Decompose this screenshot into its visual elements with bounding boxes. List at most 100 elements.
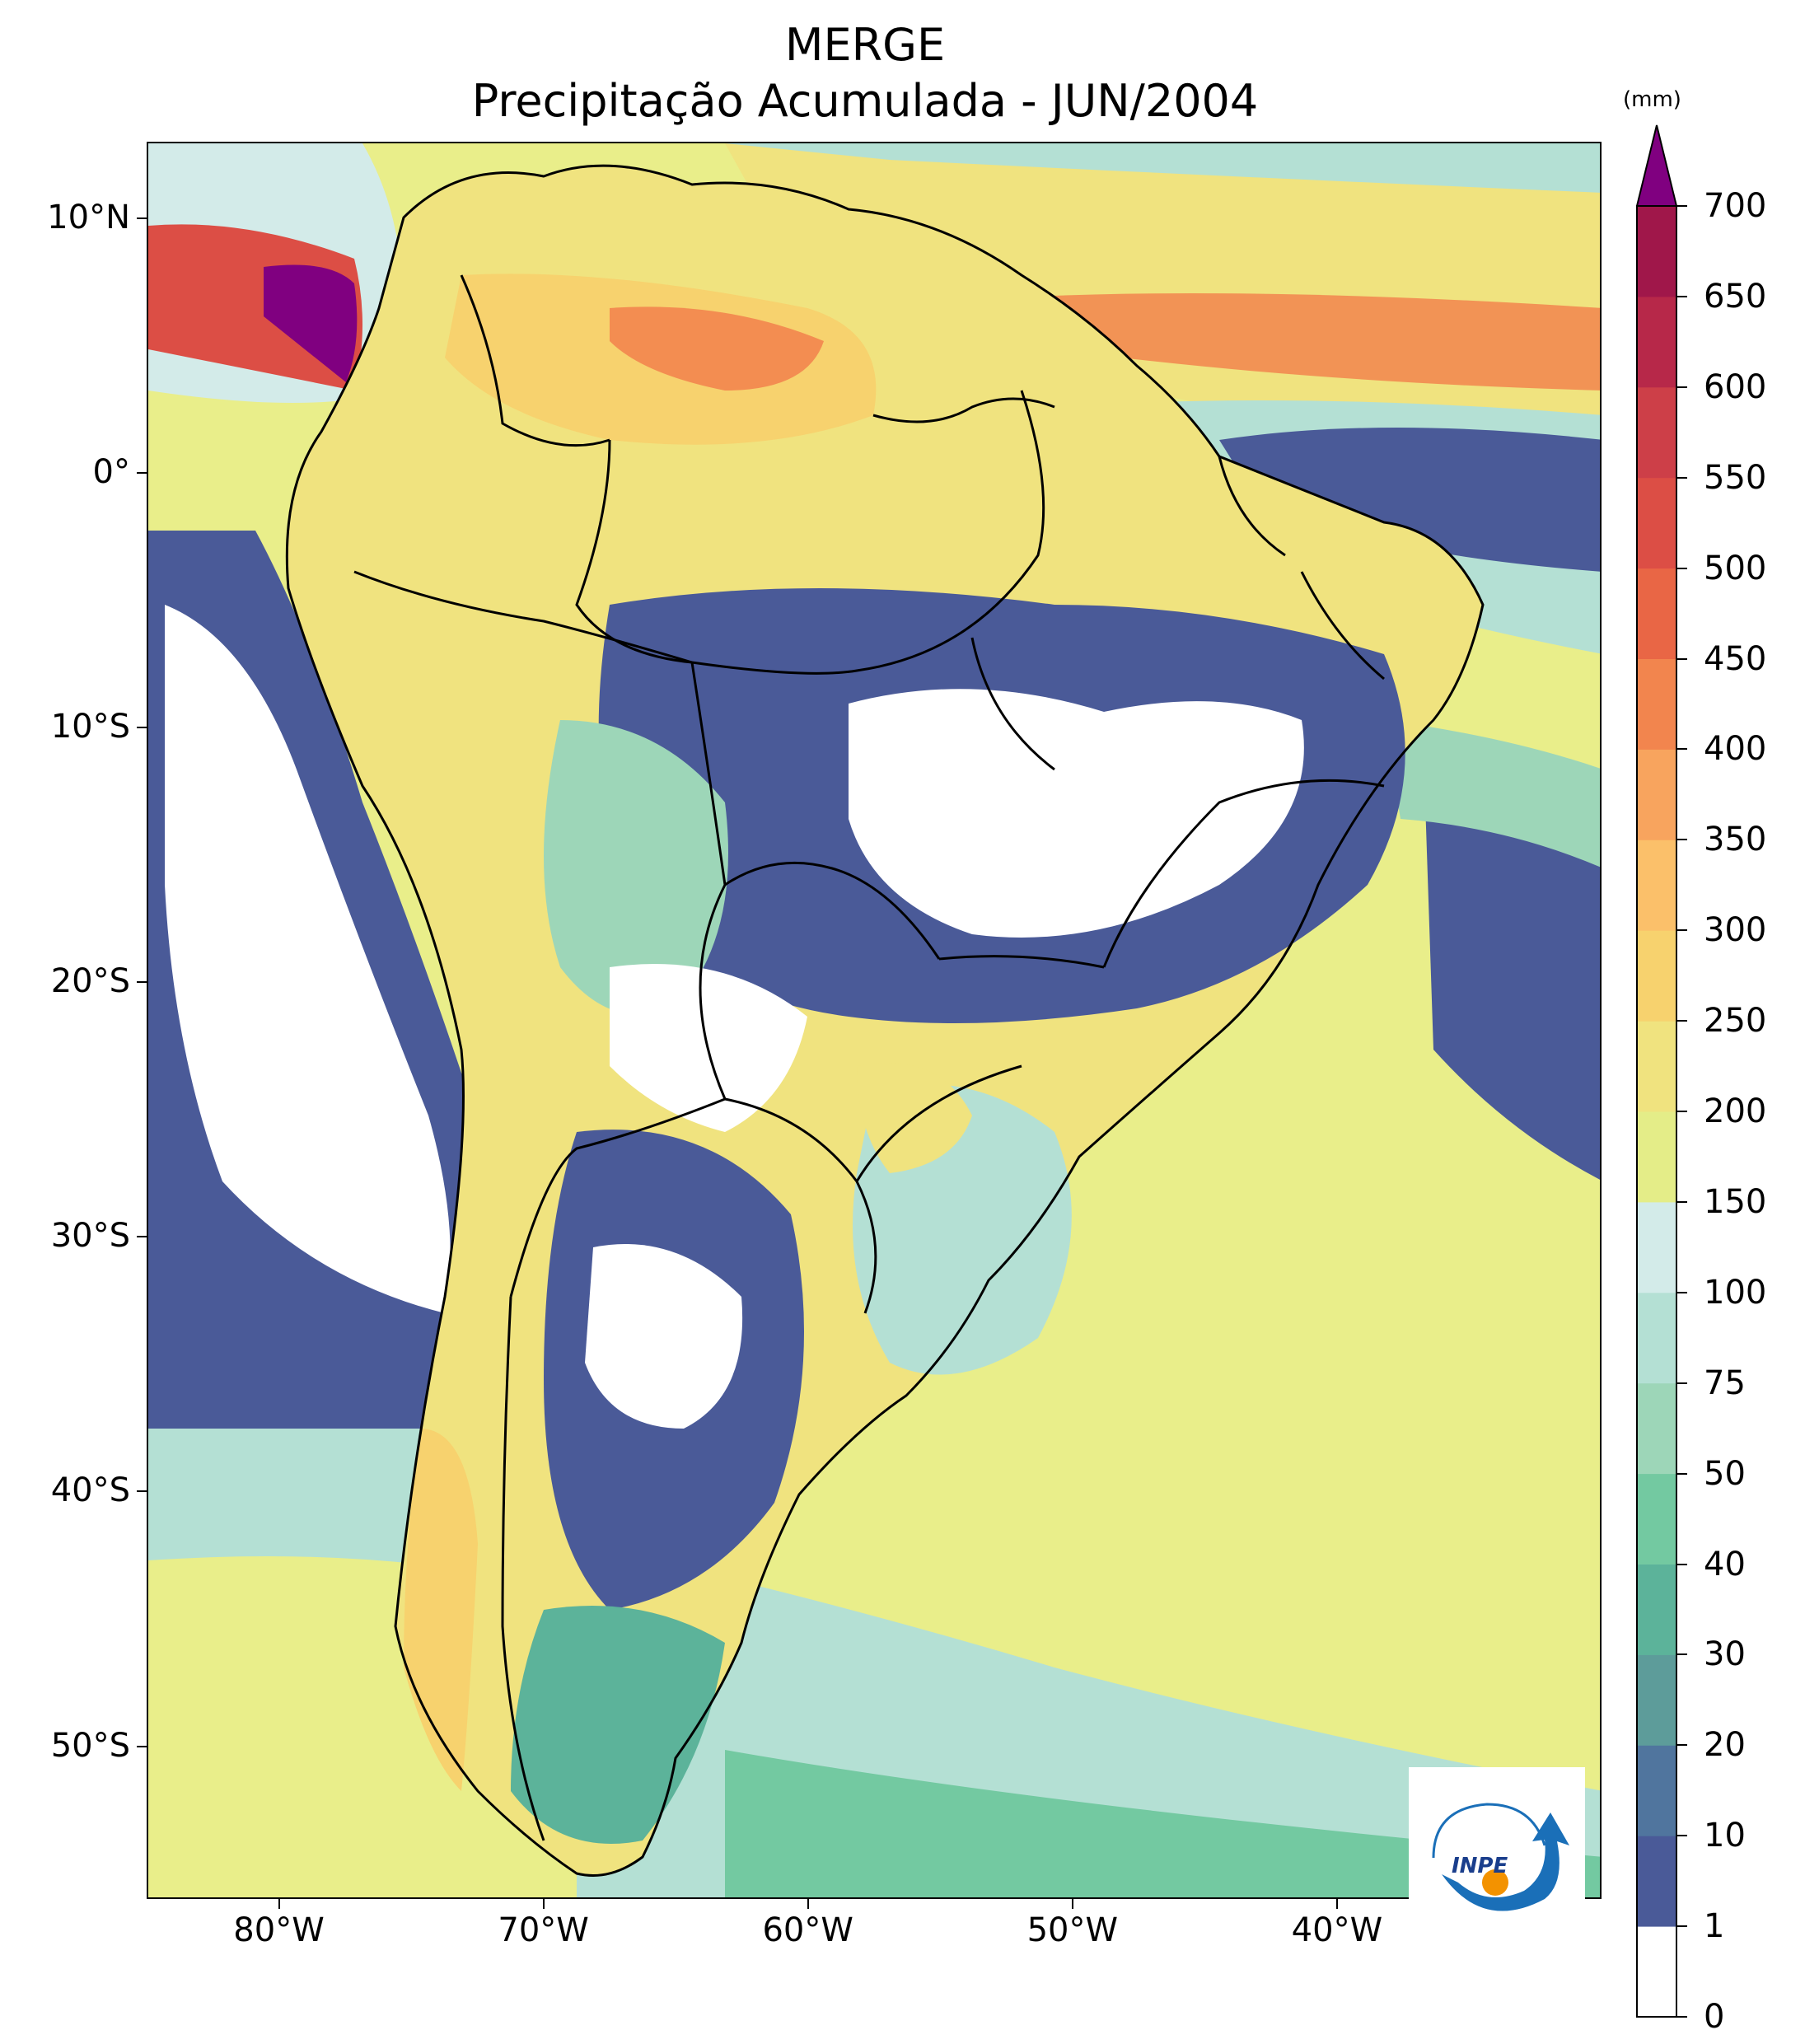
logo-arc xyxy=(1432,1803,1546,1859)
colorbar-level-label: 300 xyxy=(1704,911,1767,950)
colorbar-tick xyxy=(1677,1472,1687,1475)
lon-tick-label: 50°W xyxy=(1026,1911,1119,1949)
colorbar-level-label: 10 xyxy=(1704,1817,1746,1855)
atlantic-east-dry xyxy=(1425,802,1600,1180)
colorbar-segment xyxy=(1637,1654,1676,1746)
inpe-logo-graphic: INPE xyxy=(1432,1803,1569,1911)
colorbar-level-label: 150 xyxy=(1704,1182,1767,1221)
colorbar-level-label: 0 xyxy=(1704,1998,1725,2036)
brazil-dry-core xyxy=(849,689,1304,938)
amazon-heavy xyxy=(610,306,824,391)
argentina-very-dry xyxy=(585,1244,743,1429)
colorbar-segment xyxy=(1637,1745,1676,1836)
colorbar-level-label: 650 xyxy=(1704,277,1767,316)
lat-tick-mark xyxy=(137,981,147,984)
lon-tick-mark xyxy=(807,1899,809,1909)
colorbar-segment xyxy=(1637,206,1676,297)
colorbar-tick xyxy=(1677,1925,1687,1928)
lat-tick-mark xyxy=(137,217,147,219)
colorbar-level-label: 250 xyxy=(1704,1002,1767,1041)
colorbar-tick xyxy=(1677,295,1687,297)
lon-tick-mark xyxy=(278,1899,280,1909)
lon-tick-mark xyxy=(1071,1899,1073,1909)
inpe-logo: INPE xyxy=(1409,1767,1585,1939)
colorbar-level-label: 600 xyxy=(1704,367,1767,406)
colorbar-unit: (mm) xyxy=(1623,87,1681,112)
colorbar-segment xyxy=(1637,1111,1676,1203)
pacific-very-dry xyxy=(165,605,451,1313)
map-frame xyxy=(147,142,1602,1899)
colorbar-tick xyxy=(1677,929,1687,932)
patagonia-band xyxy=(511,1606,725,1844)
colorbar-tick xyxy=(1677,657,1687,660)
colorbar-segment xyxy=(1637,930,1676,1022)
colorbar-tick xyxy=(1677,748,1687,751)
lat-tick-label: 50°S xyxy=(50,1726,130,1765)
colorbar-tick xyxy=(1677,1020,1687,1022)
colorbar-level-label: 450 xyxy=(1704,639,1767,678)
colorbar-tick xyxy=(1677,1382,1687,1384)
colorbar-segment xyxy=(1637,658,1676,750)
itcz-upper-dry xyxy=(725,143,1600,193)
colorbar-segment xyxy=(1637,1836,1676,1927)
colorbar-segment xyxy=(1637,386,1676,479)
lon-tick-mark xyxy=(542,1899,545,1909)
dry-band-equator-core xyxy=(1219,428,1600,572)
colorbar-tick xyxy=(1677,1291,1687,1293)
lat-tick-label: 10°S xyxy=(50,708,130,746)
lat-tick-label: 10°N xyxy=(47,198,130,236)
lat-tick-mark xyxy=(137,1745,147,1747)
colorbar-tick xyxy=(1677,476,1687,479)
colorbar-level-label: 700 xyxy=(1704,187,1767,225)
logo-swoosh xyxy=(1442,1812,1569,1911)
colorbar-tick xyxy=(1677,2016,1687,2018)
colorbar-border xyxy=(1636,205,1677,2018)
colorbar-tick xyxy=(1677,1744,1687,1747)
colorbar-tick xyxy=(1677,1653,1687,1656)
bolivia-moist xyxy=(544,720,728,1016)
colorbar-level-label: 350 xyxy=(1704,821,1767,859)
colorbar-extend-triangle xyxy=(1636,124,1677,207)
colorbar-tick xyxy=(1677,1200,1687,1203)
colorbar-level-label: 20 xyxy=(1704,1726,1746,1765)
colorbar-level-label: 100 xyxy=(1704,1273,1767,1312)
colorbar-segment xyxy=(1637,749,1676,840)
colorbar-segment xyxy=(1637,1564,1676,1655)
country-borders xyxy=(285,164,1485,1877)
colorbar-segment xyxy=(1637,1926,1676,2018)
lat-tick-mark xyxy=(137,727,147,728)
colorbar-segment xyxy=(1637,1292,1676,1384)
itcz-core xyxy=(972,293,1600,391)
colorbar-tick xyxy=(1677,839,1687,841)
colorbar xyxy=(1636,124,1677,2018)
lon-tick-label: 60°W xyxy=(762,1911,853,1949)
colorbar-segment xyxy=(1637,477,1676,569)
colorbar-segment xyxy=(1637,1021,1676,1112)
lon-tick-label: 80°W xyxy=(233,1911,325,1949)
colorbar-level-label: 40 xyxy=(1704,1545,1746,1583)
colorbar-level-label: 550 xyxy=(1704,458,1767,497)
atlantic-dry-band-2 xyxy=(725,1750,1600,1897)
precipitation-map xyxy=(148,143,1600,1897)
colorbar-level-label: 30 xyxy=(1704,1635,1746,1674)
colorbar-tick xyxy=(1677,1563,1687,1565)
colorbar-segment xyxy=(1637,1382,1676,1475)
colorbar-level-label: 75 xyxy=(1704,1363,1746,1402)
lon-tick-label: 40°W xyxy=(1291,1911,1383,1949)
colorbar-tick xyxy=(1677,1835,1687,1837)
logo-sun xyxy=(1482,1869,1508,1896)
colorbar-segment xyxy=(1637,1473,1676,1565)
lat-tick-mark xyxy=(137,1490,147,1493)
lat-tick-label: 0° xyxy=(92,452,130,491)
colorbar-level-label: 500 xyxy=(1704,549,1767,587)
colorbar-tick xyxy=(1677,567,1687,569)
lat-tick-mark xyxy=(137,1236,147,1238)
colorbar-tick xyxy=(1677,1111,1687,1112)
colorbar-segment xyxy=(1637,568,1676,659)
colorbar-level-label: 50 xyxy=(1704,1454,1746,1493)
atlantic-east-moist xyxy=(1384,720,1600,868)
colorbar-segment xyxy=(1637,296,1676,388)
lat-tick-mark xyxy=(137,471,147,474)
colorbar-level-label: 200 xyxy=(1704,1092,1767,1130)
colorbar-tick xyxy=(1677,386,1687,388)
